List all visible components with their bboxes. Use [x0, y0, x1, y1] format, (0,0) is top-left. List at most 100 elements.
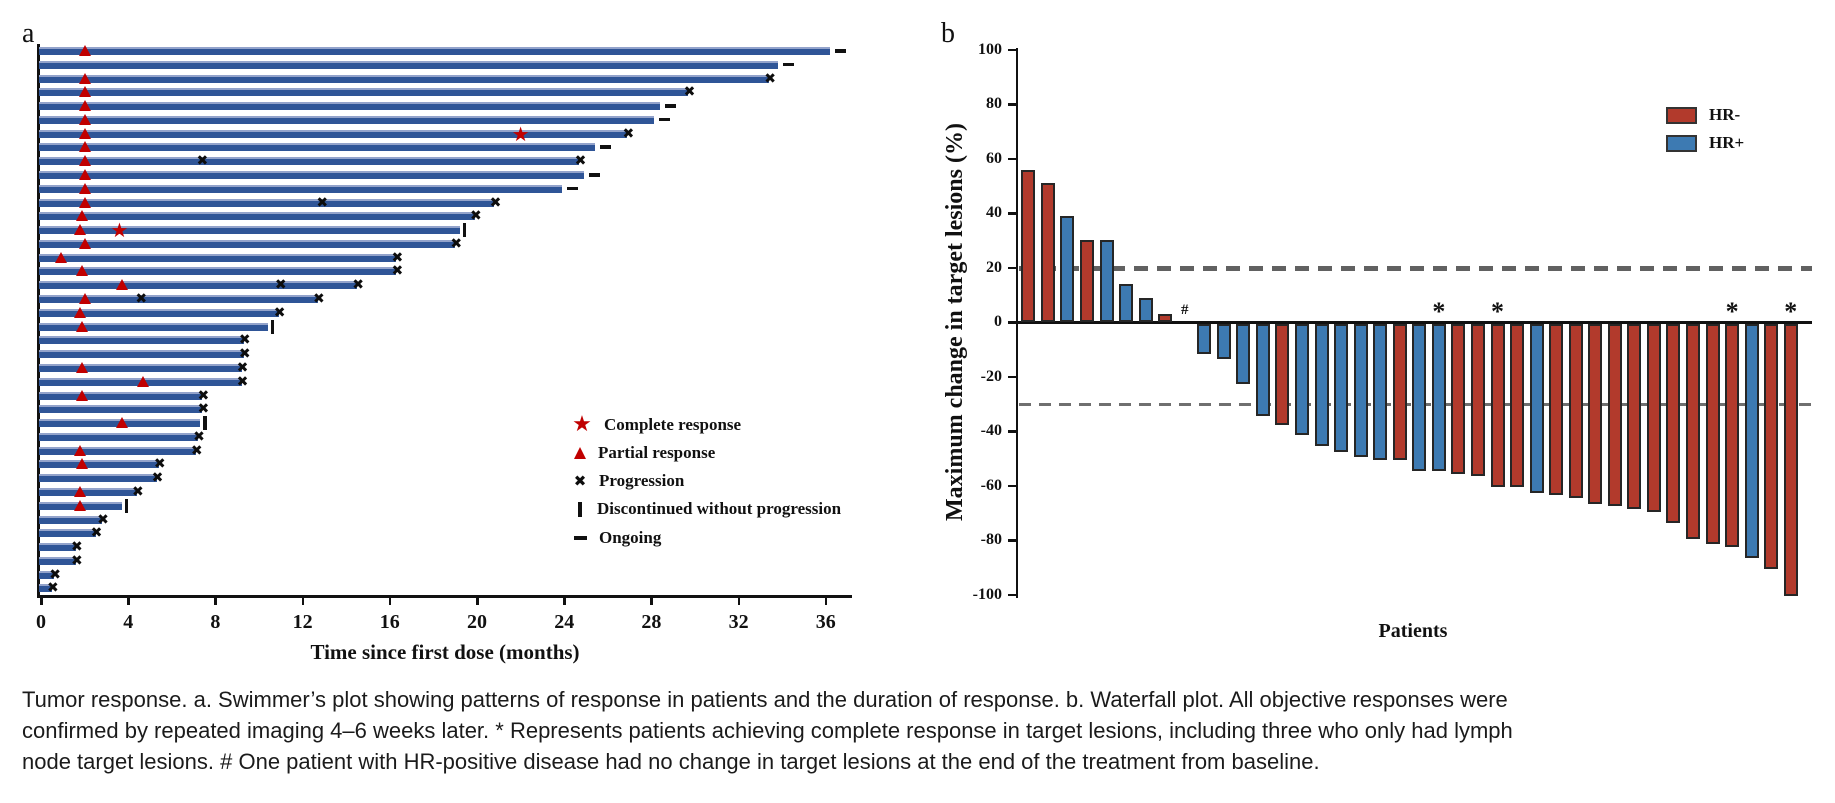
y-tick [1008, 593, 1016, 597]
partial-response-marker [78, 127, 91, 139]
x-tick [40, 597, 43, 605]
progression-end-marker: ✖ [469, 208, 482, 225]
partial-response-marker [78, 100, 91, 112]
progression-marker: ✖ [196, 153, 209, 170]
waterfall-bar-5 [1099, 240, 1114, 323]
complete-response-asterisk: * [1432, 297, 1446, 326]
x-tick-label: 28 [641, 611, 662, 633]
ongoing-end-marker [599, 145, 611, 149]
legend-item-ongoing: Ongoing [574, 528, 661, 548]
x-tick [127, 597, 130, 605]
x-tick [737, 597, 741, 605]
partial-response-marker [78, 141, 91, 153]
ongoing-dash-icon [574, 535, 587, 541]
swimmer-bar-22 [39, 336, 244, 345]
partial-response-marker [74, 499, 87, 511]
legend-label: Ongoing [599, 528, 662, 547]
waterfall-bar-34 [1666, 323, 1681, 523]
progression-marker: ✖ [316, 194, 329, 211]
x-tick [650, 597, 653, 605]
partial-response-marker [76, 389, 89, 401]
legend-item-discontinued: Discontinued without progression [578, 499, 841, 519]
swimmer-bar-21 [39, 322, 268, 331]
progression-end-marker: ✖ [391, 249, 404, 266]
waterfall-bar-1 [1021, 169, 1036, 323]
complete-response-asterisk: * [1784, 297, 1798, 326]
swimmer-bar-9 [39, 157, 580, 166]
complete-response-marker: ★ [110, 218, 129, 243]
partial-response-marker [54, 251, 67, 263]
y-tick-label: -40 [980, 422, 1002, 440]
progression-end-marker: ✖ [47, 580, 59, 597]
progression-end-marker: ✖ [238, 346, 251, 363]
progression-end-marker: ✖ [151, 470, 164, 487]
progression-end-marker: ✖ [450, 235, 463, 252]
progression-end-marker: ✖ [132, 483, 144, 500]
waterfall-bar-37 [1725, 323, 1740, 548]
swimmer-bar-27 [39, 405, 203, 414]
progression-end-marker: ✖ [683, 84, 696, 101]
swimmer-bar-6 [39, 115, 654, 124]
x-tick [824, 597, 828, 605]
waterfall-bar-6 [1119, 284, 1134, 323]
panel-b-x-axis-title: Patients [1378, 620, 1448, 642]
legend-label: Discontinued without progression [597, 499, 842, 518]
x-tick [476, 597, 479, 605]
swimmer-bar-32 [39, 474, 157, 483]
panel-a-x-axis-line [37, 595, 852, 598]
partial-response-marker [78, 169, 91, 181]
x-tick-label: 4 [123, 611, 134, 633]
progression-end-marker: ✖ [193, 428, 205, 445]
y-tick [1008, 212, 1016, 215]
complete-response-asterisk: * [1491, 297, 1504, 326]
y-tick [1008, 539, 1016, 542]
progression-end-marker: ✖ [197, 401, 210, 418]
x-tick-label: 0 [36, 611, 46, 633]
progression-end-marker: ✖ [97, 511, 109, 528]
progression-end-marker: ✖ [238, 332, 251, 349]
swimmer-bar-18 [39, 281, 358, 290]
waterfall-bar-25 [1490, 323, 1505, 488]
waterfall-bar-13 [1255, 323, 1270, 417]
swimmer-bar-26 [39, 391, 203, 400]
ongoing-end-marker [835, 49, 847, 53]
partial-response-marker [78, 182, 91, 194]
x-tick [388, 597, 392, 605]
waterfall-bar-24 [1470, 323, 1485, 477]
swimmer-bar-23 [39, 350, 244, 359]
legend-label: Progression [599, 471, 685, 490]
panel-b-label: b [941, 18, 955, 49]
swimmer-bar-16 [39, 253, 397, 262]
swimmer-bar-38 [39, 556, 76, 565]
waterfall-bar-28 [1549, 323, 1564, 496]
waterfall-bar-40 [1783, 323, 1798, 597]
swimmer-bar-3 [39, 74, 770, 83]
y-tick-label: 40 [986, 204, 1002, 222]
progression-end-marker: ✖ [622, 125, 635, 142]
legend-label: Complete response [604, 415, 742, 434]
legend-item-progression: ✖ Progression [573, 471, 685, 491]
partial-response-triangle-icon [574, 447, 586, 459]
swimmer-bar-19 [39, 295, 318, 304]
swimmer-bar-40 [39, 584, 52, 593]
waterfall-bar-11 [1216, 323, 1231, 360]
y-tick [1008, 48, 1016, 52]
waterfall-bar-22 [1431, 323, 1446, 471]
waterfall-bar-21 [1412, 323, 1427, 471]
progression-end-marker: ✖ [236, 359, 249, 376]
partial-response-marker [74, 485, 87, 497]
y-tick [1008, 157, 1016, 161]
swimmer-bar-31 [39, 460, 159, 469]
partial-response-marker [78, 155, 91, 167]
swimmer-bar-11 [39, 184, 563, 193]
progression-end-marker: ✖ [90, 525, 103, 542]
legend-item-hr-positive: HR+ [1666, 133, 1744, 153]
x-tick [214, 597, 217, 605]
hr-negative-swatch-icon [1666, 106, 1697, 124]
swimmer-bar-24 [39, 363, 242, 372]
partial-response-marker [78, 293, 91, 305]
waterfall-bar-32 [1627, 323, 1642, 509]
partial-response-marker [115, 279, 128, 291]
swimmer-bar-13 [39, 212, 475, 221]
waterfall-bar-18 [1353, 323, 1368, 458]
